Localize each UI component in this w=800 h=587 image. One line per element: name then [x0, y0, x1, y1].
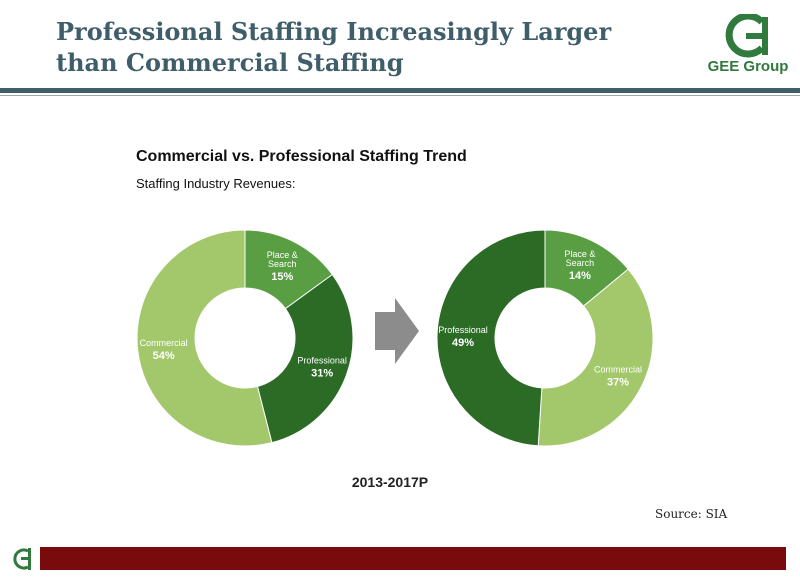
- donut-1-slice-commercial: [136, 229, 273, 447]
- donut-1-value-label: 31%: [311, 367, 333, 379]
- donut-2-value-label: 37%: [607, 377, 629, 389]
- donut-1-label-place_search: Place & Search 15%: [267, 250, 298, 283]
- donut-1-label-line-1: Professional: [297, 355, 347, 365]
- donut-1-value-label: 15%: [271, 271, 293, 283]
- donut-2-label-place_search: Place & Search 14%: [564, 249, 595, 282]
- donut-2-label-line-1: Commercial: [594, 365, 642, 375]
- footer-bar: [40, 547, 786, 570]
- slide-title: Professional Staffing Increasingly Large…: [56, 16, 656, 78]
- donut-2-label-line-1: Place &: [564, 249, 595, 259]
- donut-1-label-line-1: Commercial: [140, 338, 188, 348]
- header-rule: [0, 88, 800, 93]
- donut-2-value-label: 14%: [569, 270, 591, 282]
- chart-title: Commercial vs. Professional Staffing Tre…: [136, 148, 467, 165]
- donut-2-slice-professional: [436, 229, 546, 447]
- donut-1-slice-professional: [256, 273, 354, 444]
- donut-2-value-label: 49%: [452, 337, 474, 349]
- gee-logo-icon: [725, 12, 768, 58]
- donut-2-label-line-2: Search: [566, 258, 595, 268]
- slide-title-line-1: Professional Staffing Increasingly Large…: [56, 17, 612, 46]
- trend-arrow-icon: [375, 298, 419, 364]
- donut-2-label-commercial: Commercial 37%: [594, 365, 642, 389]
- donut-1-label-line-2: Search: [268, 259, 297, 269]
- donut-1-label-line-1: Place &: [267, 250, 298, 260]
- donut-1-label-commercial: Commercial 54%: [140, 338, 188, 362]
- donut-1-value-label: 54%: [153, 350, 175, 362]
- source-note: Source: SIA: [655, 507, 728, 521]
- header-rule-thin: [0, 95, 800, 96]
- donut-1-label-professional: Professional 31%: [297, 355, 347, 379]
- donut-2-label-professional: Professional 49%: [438, 325, 488, 349]
- donut-2-label-line-1: Professional: [438, 325, 488, 335]
- chart-subtitle: Staffing Industry Revenues:: [136, 176, 296, 191]
- gee-group-logo: GEE Group: [700, 12, 796, 78]
- period-label: 2013-2017P: [351, 474, 429, 490]
- logo-text: GEE Group: [707, 58, 789, 75]
- donut-2-slice-commercial: [537, 268, 654, 447]
- slide-title-line-2: than Commercial Staffing: [56, 48, 404, 77]
- footer-logo-icon: [13, 548, 31, 570]
